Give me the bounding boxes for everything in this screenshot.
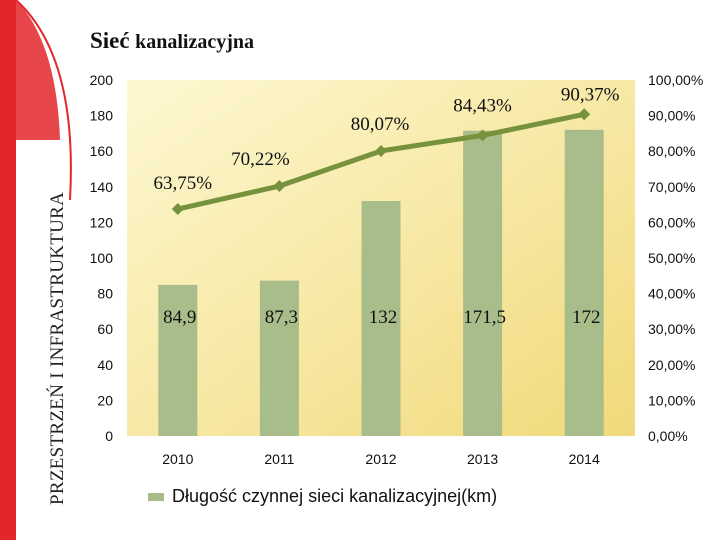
bar-2013 [463, 130, 503, 437]
line-value-label: 63,75% [154, 173, 213, 194]
sidebar-arc-decoration [15, 0, 72, 200]
line-marker-2013 [476, 129, 489, 142]
bar-2010 [158, 284, 198, 436]
y-right-tick-label: 0,00% [648, 428, 688, 444]
bar-value-label: 171,5 [463, 307, 506, 328]
y-left-tick-label: 20 [97, 392, 113, 408]
line-value-label: 90,37% [561, 84, 620, 105]
y-left-tick-label: 140 [90, 179, 114, 195]
y-right-tick-label: 30,00% [648, 321, 695, 337]
legend-swatch [148, 492, 164, 501]
line-marker-2011 [273, 180, 286, 193]
sidebar-decoration: PRZESTRZEŃ I INFRASTRUKTURA [0, 0, 78, 540]
y-left-tick-label: 0 [105, 428, 113, 444]
x-tick-label: 2010 [162, 451, 193, 467]
y-left-tick-label: 60 [97, 321, 113, 337]
bar-value-label: 172 [572, 307, 601, 328]
bar-2014 [564, 129, 604, 436]
x-tick-label: 2011 [264, 451, 294, 467]
y-right-tick-label: 50,00% [648, 250, 695, 266]
y-left-tick-label: 180 [90, 108, 114, 124]
y-left-tick-label: 40 [97, 357, 113, 373]
y-right-tick-label: 20,00% [648, 357, 695, 373]
bar-value-label: 87,3 [265, 307, 298, 328]
legend-label: Długość czynnej sieci kanalizacyjnej(km) [172, 486, 498, 506]
y-left-tick-label: 200 [90, 72, 114, 88]
y-right-tick-label: 60,00% [648, 214, 695, 230]
line-value-label: 70,22% [231, 149, 290, 170]
bar-value-label: 84,9 [163, 307, 196, 328]
y-left-tick-label: 160 [90, 143, 114, 159]
page-title-part2: kanalizacyjna [135, 31, 255, 53]
line-marker-2010 [171, 203, 184, 216]
y-left-tick-label: 100 [90, 250, 114, 266]
y-right-tick-label: 100,00% [648, 72, 703, 88]
chart-legend: Długość czynnej sieci kanalizacyjnej(km) [148, 486, 497, 507]
line-value-label: 80,07% [351, 114, 410, 135]
y-left-tick-label: 80 [97, 286, 113, 302]
y-right-tick-label: 40,00% [648, 286, 695, 302]
line-marker-2014 [578, 108, 591, 121]
y-left-tick-label: 120 [90, 214, 114, 230]
y-right-tick-label: 90,00% [648, 108, 695, 124]
sidebar-red-stripe [0, 0, 16, 540]
bar-2011 [259, 280, 299, 436]
page-title-part1: Sieć [90, 28, 130, 53]
x-tick-label: 2013 [467, 451, 498, 467]
line-marker-2012 [375, 144, 387, 157]
x-tick-label: 2014 [569, 451, 600, 467]
bar-2012 [361, 201, 401, 436]
line-value-label: 84,43% [453, 95, 512, 116]
y-right-tick-label: 80,00% [648, 143, 695, 159]
y-right-tick-label: 70,00% [648, 179, 695, 195]
page-title: Sieć kanalizacyjna [90, 28, 254, 54]
y-right-tick-label: 10,00% [648, 392, 695, 408]
bar-value-label: 132 [369, 307, 398, 328]
x-tick-label: 2012 [365, 451, 396, 467]
